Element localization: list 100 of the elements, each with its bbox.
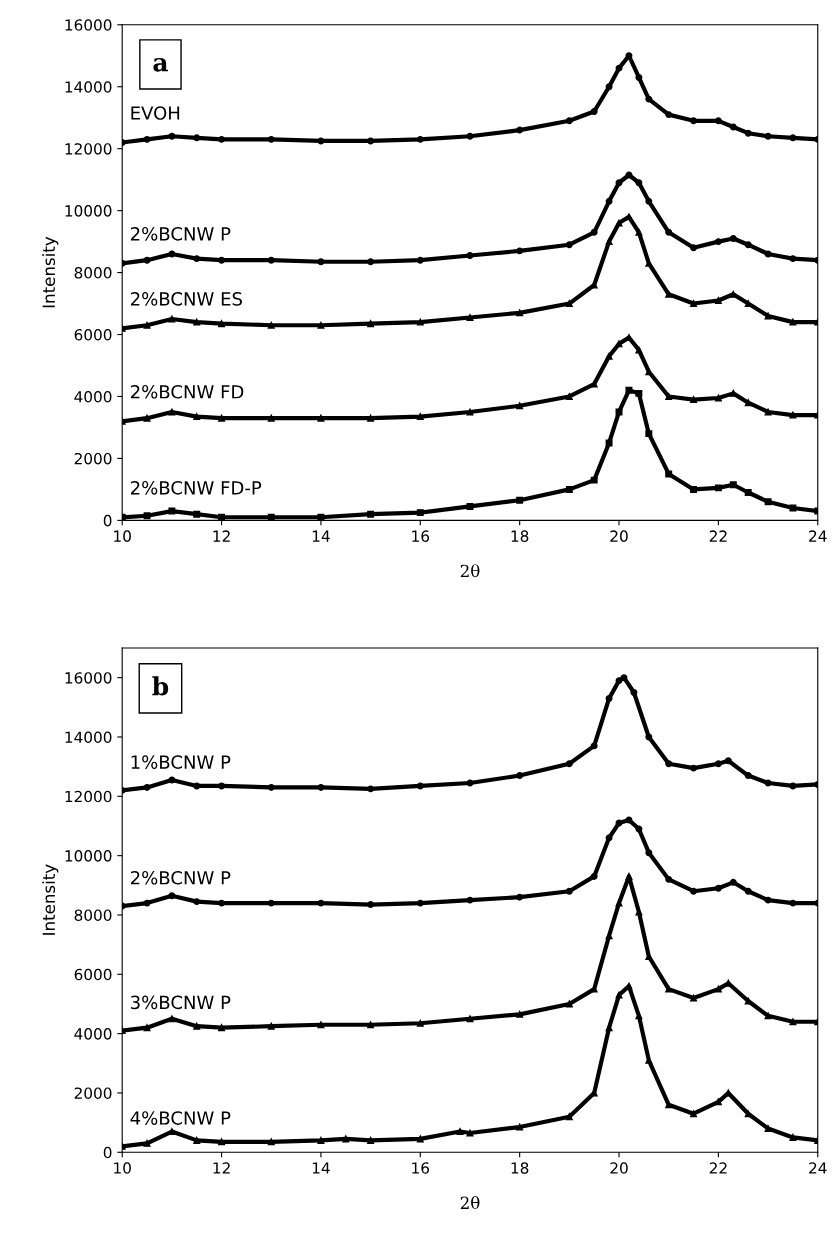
point xyxy=(714,760,722,768)
y-tick-label: 4000 xyxy=(74,390,112,403)
point xyxy=(690,887,698,895)
point xyxy=(789,504,797,512)
point xyxy=(665,393,673,400)
point xyxy=(516,1010,524,1018)
point xyxy=(193,898,201,906)
series-label: 4%BCNW P xyxy=(130,1111,231,1125)
point xyxy=(729,290,737,298)
point xyxy=(516,402,524,410)
y-tick-label: 8000 xyxy=(74,909,112,921)
point xyxy=(665,470,673,478)
point xyxy=(729,481,737,489)
point xyxy=(714,394,722,402)
point xyxy=(516,1123,524,1131)
y-tick-label: 0 xyxy=(103,1146,112,1159)
point xyxy=(729,878,737,886)
y-tick-label: 2000 xyxy=(74,452,112,465)
point xyxy=(729,123,737,131)
point xyxy=(367,320,375,328)
point xyxy=(565,485,573,493)
point xyxy=(565,1113,573,1121)
y-tick-label: 2000 xyxy=(74,1087,112,1099)
point xyxy=(645,95,653,103)
x-tick-label: 20 xyxy=(610,1162,628,1174)
point xyxy=(168,408,176,416)
point xyxy=(565,241,573,249)
point xyxy=(714,484,722,492)
point xyxy=(218,320,226,328)
point xyxy=(516,247,524,255)
point xyxy=(193,255,201,263)
x-tick-label: 14 xyxy=(312,530,330,542)
x-tick-label: 16 xyxy=(412,530,430,542)
point xyxy=(565,1000,573,1008)
point xyxy=(416,509,424,517)
x-tick-label: 14 xyxy=(312,1162,330,1174)
text: a xyxy=(153,57,168,72)
point xyxy=(605,352,613,360)
point xyxy=(367,414,375,422)
point xyxy=(267,135,275,143)
point xyxy=(565,300,573,308)
point xyxy=(789,1133,797,1141)
point xyxy=(342,1135,350,1143)
x-tick-label: 12 xyxy=(213,1162,230,1174)
y-tick-label: 10000 xyxy=(65,205,112,217)
point xyxy=(690,300,698,308)
point xyxy=(367,258,375,266)
point xyxy=(625,213,633,221)
point xyxy=(218,513,226,521)
point xyxy=(744,399,752,407)
point xyxy=(744,887,752,895)
point xyxy=(690,117,698,125)
point xyxy=(590,228,598,236)
point xyxy=(645,733,653,741)
point xyxy=(625,386,633,394)
point xyxy=(605,439,613,447)
point xyxy=(516,893,524,901)
line-series xyxy=(122,816,818,910)
x-tick-label: 12 xyxy=(213,530,230,542)
series-label: 2%BCNW FD-P xyxy=(130,480,262,495)
point xyxy=(630,689,638,696)
point xyxy=(143,1024,151,1032)
point xyxy=(789,1018,797,1026)
point xyxy=(645,430,653,438)
point xyxy=(143,321,151,329)
point xyxy=(193,782,201,790)
point xyxy=(168,250,176,258)
point xyxy=(615,899,623,907)
point xyxy=(267,513,275,521)
point xyxy=(615,408,623,416)
point xyxy=(143,1139,151,1147)
point xyxy=(744,241,752,249)
point xyxy=(625,872,633,880)
point xyxy=(665,875,673,883)
point xyxy=(714,117,722,125)
point xyxy=(416,1019,424,1027)
series-label: 1%BCNW P xyxy=(131,755,231,769)
point xyxy=(789,411,797,419)
point xyxy=(143,899,151,907)
point xyxy=(615,340,623,348)
point xyxy=(168,1015,176,1023)
point xyxy=(516,309,524,317)
point xyxy=(466,1015,474,1023)
x-axis-title: 2θ xyxy=(460,564,480,578)
point xyxy=(466,502,474,510)
point xyxy=(690,764,698,772)
point xyxy=(605,1024,613,1032)
x-tick-label: 22 xyxy=(709,530,727,542)
y-tick-label: 10000 xyxy=(65,850,112,862)
point xyxy=(317,321,325,329)
point xyxy=(764,779,772,787)
point xyxy=(416,413,424,421)
point xyxy=(317,1136,325,1144)
point xyxy=(645,197,653,205)
point xyxy=(605,694,613,702)
x-tick-label: 20 xyxy=(610,530,628,542)
point xyxy=(267,783,275,791)
point xyxy=(218,899,226,907)
y-tick-label: 4000 xyxy=(74,1028,112,1040)
x-tick-label: 10 xyxy=(114,1162,131,1174)
